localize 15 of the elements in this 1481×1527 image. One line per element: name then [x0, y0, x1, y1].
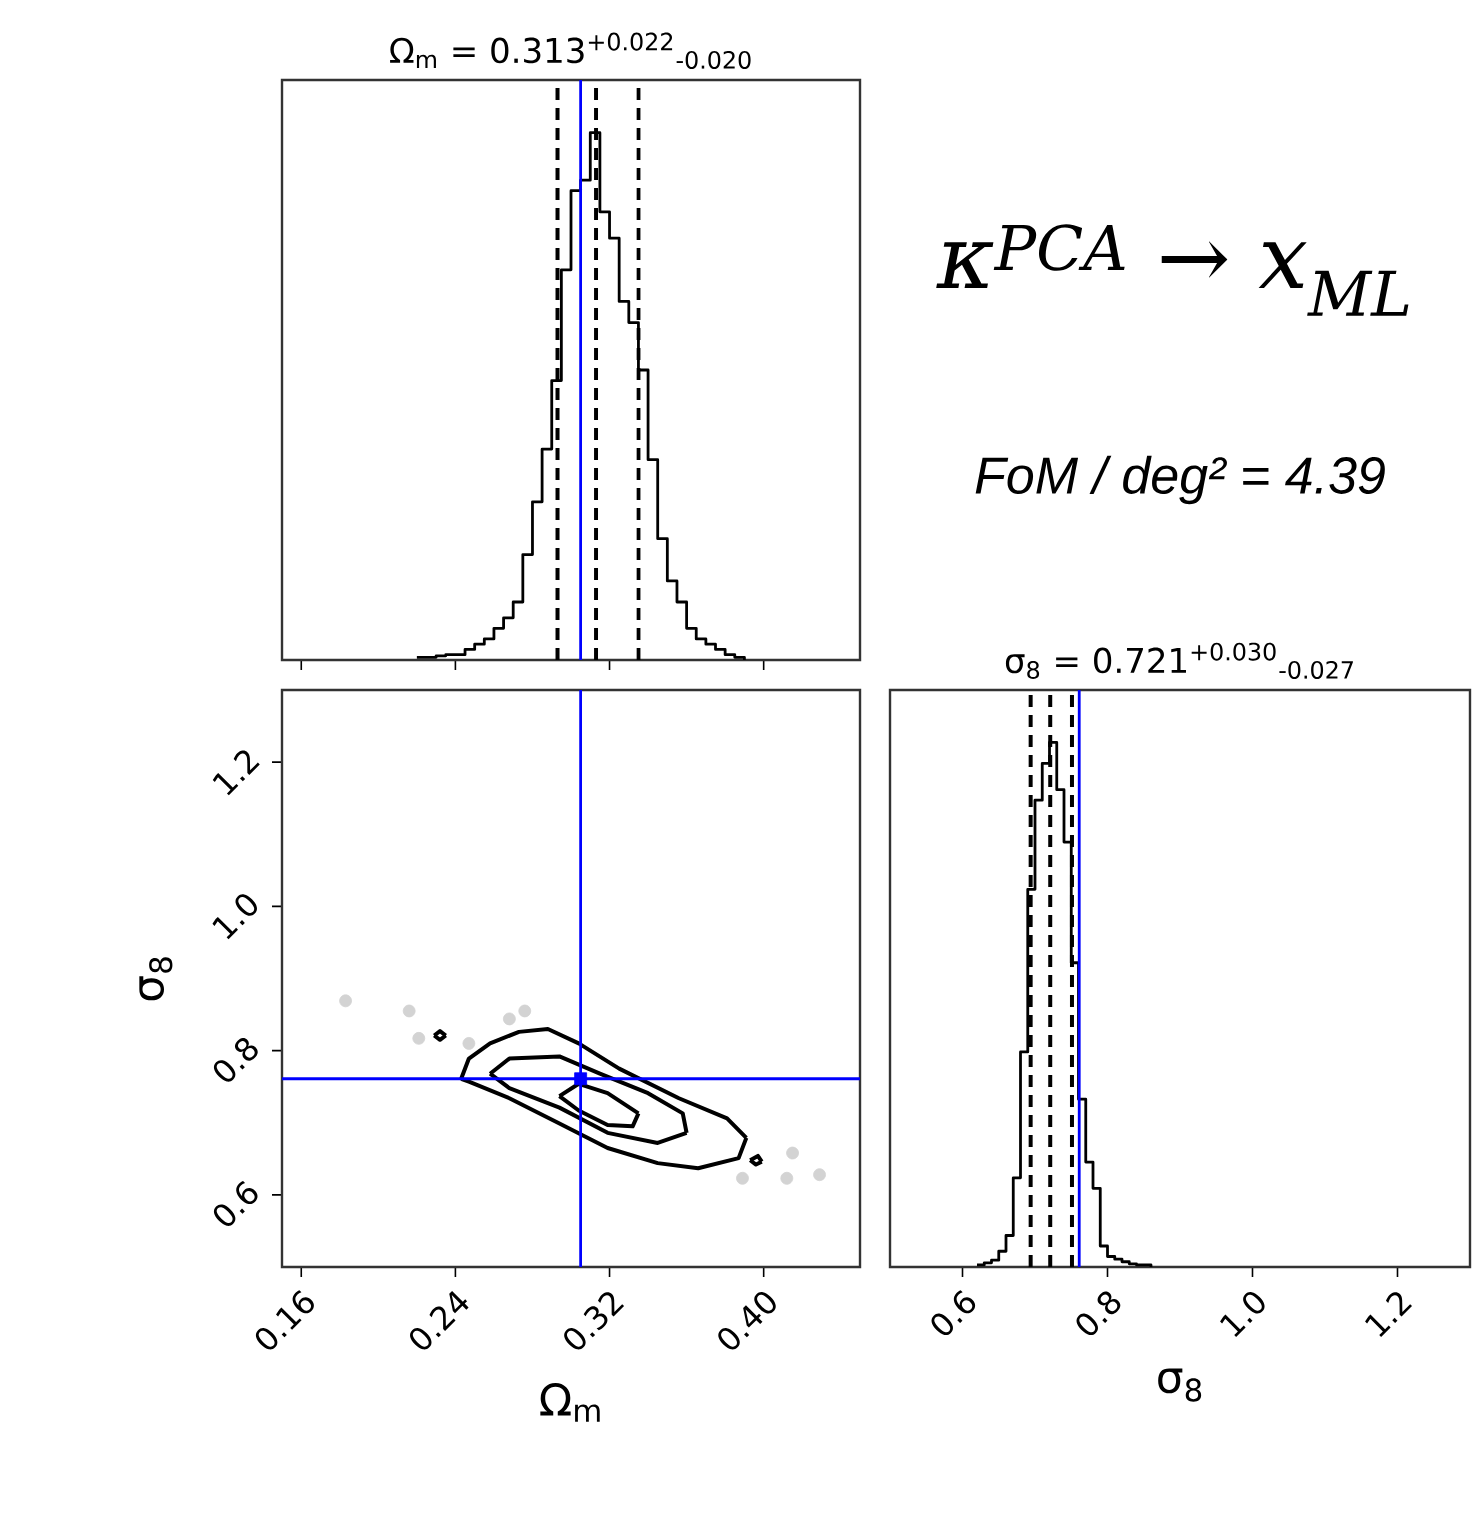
y-tick-label: 0.6: [213, 1180, 258, 1226]
x-tick-label: 0.8: [1076, 1291, 1121, 1336]
x-axis-title: σ$_{8}$: [1158, 1368, 1202, 1402]
x-tick-label: 0.6: [931, 1290, 976, 1336]
x-tick-label: 1.0: [1220, 1292, 1265, 1337]
text: κ$^{PCA}$ → x$_{ML}$: [936, 224, 1409, 316]
x-axis-title: Ω$_{m}$: [540, 1382, 600, 1422]
y-tick-label: 1.2: [212, 750, 260, 796]
x-tick-label: 1.2: [1365, 1292, 1413, 1337]
chart-title: Ω$_{m}$ = 0.313$^{+0.022}$-0.020: [390, 32, 751, 69]
chart-title: σ$_{8}$ = 0.721$^{+0.030}$-0.027: [1005, 642, 1353, 679]
y-tick-label: 1.0: [212, 894, 257, 940]
text: FoM / deg² = 4.39: [975, 455, 1385, 505]
y-axis-title: σ$_{8}$: [139, 957, 173, 1001]
y-tick-label: 0.8: [213, 1037, 258, 1082]
